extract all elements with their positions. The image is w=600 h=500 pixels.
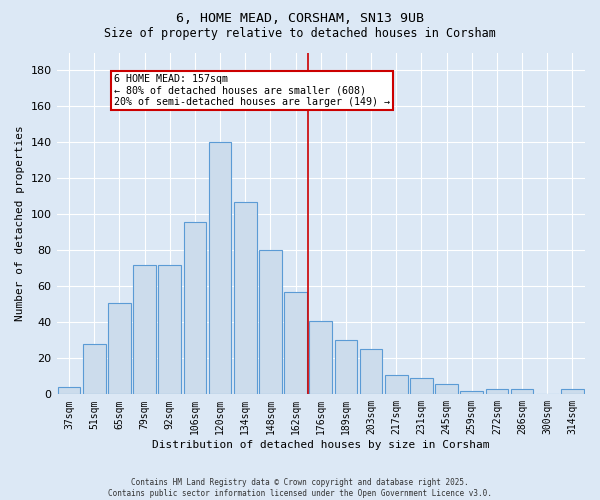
Bar [234,202,257,394]
Text: Size of property relative to detached houses in Corsham: Size of property relative to detached ho… [104,28,496,40]
Bar [435,384,458,394]
Bar [108,302,131,394]
Bar [158,265,181,394]
Text: 6, HOME MEAD, CORSHAM, SN13 9UB: 6, HOME MEAD, CORSHAM, SN13 9UB [176,12,424,26]
Bar [511,389,533,394]
Bar [360,350,382,395]
Bar [184,222,206,394]
Bar [561,389,584,394]
Bar [284,292,307,394]
Bar [485,389,508,394]
Bar [335,340,357,394]
Text: 6 HOME MEAD: 157sqm
← 80% of detached houses are smaller (608)
20% of semi-detac: 6 HOME MEAD: 157sqm ← 80% of detached ho… [115,74,391,108]
Bar [58,387,80,394]
Bar [83,344,106,395]
Bar [310,320,332,394]
Bar [133,265,156,394]
Text: Contains HM Land Registry data © Crown copyright and database right 2025.
Contai: Contains HM Land Registry data © Crown c… [108,478,492,498]
Y-axis label: Number of detached properties: Number of detached properties [15,126,25,322]
Bar [385,374,407,394]
X-axis label: Distribution of detached houses by size in Corsham: Distribution of detached houses by size … [152,440,490,450]
Bar [209,142,232,394]
Bar [410,378,433,394]
Bar [460,390,483,394]
Bar [259,250,282,394]
